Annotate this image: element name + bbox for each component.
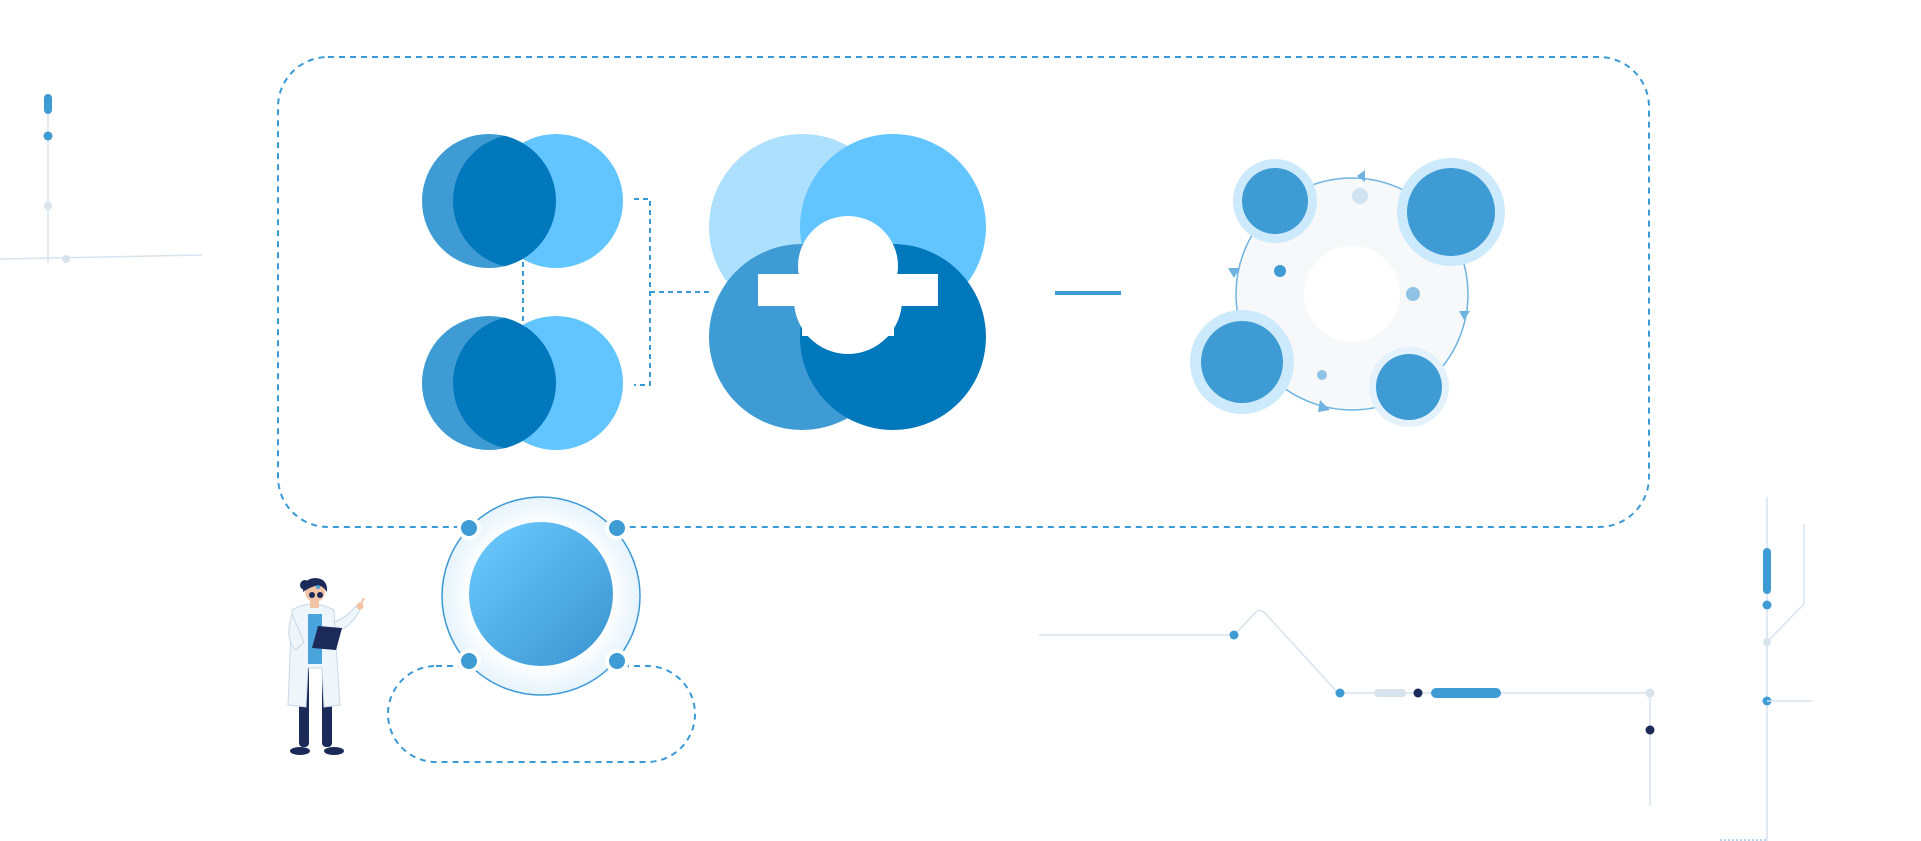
scientist-with-tablet-icon bbox=[287, 578, 365, 755]
cycle-diagram bbox=[1190, 158, 1505, 427]
venn-pair-top bbox=[422, 134, 623, 268]
connector-dash bbox=[1055, 291, 1121, 295]
four-circle-flower bbox=[709, 134, 986, 430]
main-dashed-frame bbox=[277, 56, 1650, 528]
venn-connectors bbox=[522, 198, 712, 386]
hub-circle-icon bbox=[387, 496, 696, 763]
venn-pair-bottom bbox=[422, 316, 623, 450]
circuit-decor bbox=[1039, 609, 1655, 806]
right-edge-decor bbox=[1720, 497, 1812, 841]
top-left-decor bbox=[0, 94, 203, 263]
